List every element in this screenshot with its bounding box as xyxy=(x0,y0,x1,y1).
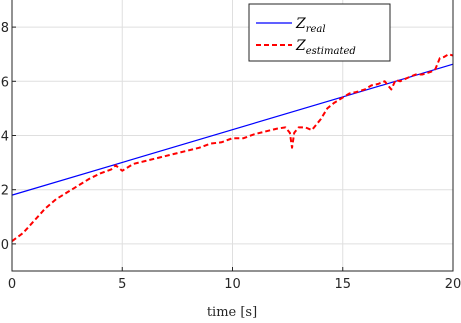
legend-label-estimated-sub: estimated xyxy=(306,46,356,57)
x-tick-label: 20 xyxy=(445,277,461,292)
legend-label-real-base: Z xyxy=(295,16,306,32)
x-tick-label: 15 xyxy=(334,277,351,292)
series-layer xyxy=(11,53,454,242)
x-tick-label: 0 xyxy=(8,277,16,292)
tick-marks xyxy=(11,26,454,271)
y-tick-label: 8 xyxy=(1,21,9,36)
series-line-z-real xyxy=(11,63,454,196)
legend-label-real-sub: real xyxy=(306,24,326,35)
x-tick-label: 10 xyxy=(224,277,241,292)
x-axis-title: time [s] xyxy=(207,305,257,320)
y-tick-label: 6 xyxy=(1,75,9,90)
series-line-z-estimated xyxy=(11,53,454,242)
y-tick-label: 4 xyxy=(1,130,9,145)
legend-label-estimated: Zestimated xyxy=(295,38,356,57)
y-tick-label: 0 xyxy=(1,238,9,253)
legend-label-estimated-base: Z xyxy=(295,38,306,54)
y-tick-labels: 0 2 4 6 8 xyxy=(1,21,9,253)
legend-box xyxy=(248,3,391,62)
legend: Zreal Zestimated xyxy=(248,3,391,62)
x-tick-label: 5 xyxy=(118,277,126,292)
x-tick-labels: 0 5 10 15 20 xyxy=(8,277,461,292)
y-tick-label: 2 xyxy=(1,184,9,199)
legend-label-real: Zreal xyxy=(295,16,326,35)
